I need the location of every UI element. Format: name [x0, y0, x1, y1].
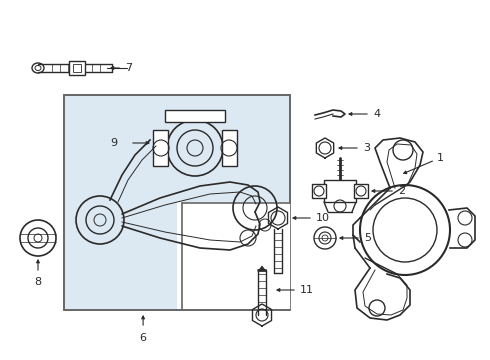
Text: 1: 1 [437, 153, 444, 163]
Bar [324, 180, 356, 202]
Bar [64, 95, 290, 310]
Bar [69, 61, 85, 75]
Bar [222, 130, 237, 166]
Bar [165, 110, 225, 122]
FancyArrowPatch shape [258, 266, 266, 271]
Text: 3: 3 [363, 143, 370, 153]
Bar [73, 64, 81, 72]
Bar [354, 184, 368, 198]
Text: 7: 7 [125, 63, 132, 73]
Text: 9: 9 [110, 138, 117, 148]
Text: 2: 2 [398, 186, 405, 196]
Text: 10: 10 [316, 213, 330, 223]
Text: 6: 6 [140, 333, 147, 343]
Bar [312, 184, 326, 198]
Bar [177, 202, 290, 309]
Text: 4: 4 [373, 109, 380, 119]
Text: 11: 11 [300, 285, 314, 295]
Bar [153, 130, 168, 166]
Text: 5: 5 [364, 233, 371, 243]
Text: 8: 8 [34, 277, 42, 287]
